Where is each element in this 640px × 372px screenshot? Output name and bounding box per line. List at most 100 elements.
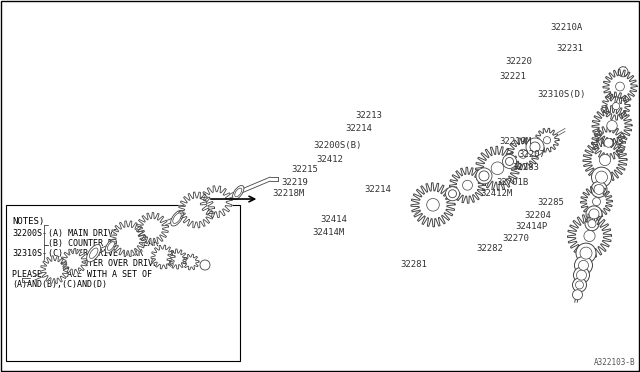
Polygon shape (507, 138, 539, 170)
Circle shape (573, 290, 582, 300)
Circle shape (526, 138, 544, 156)
Polygon shape (602, 92, 630, 120)
Text: 32310S(D): 32310S(D) (538, 90, 586, 99)
Circle shape (506, 157, 513, 166)
Polygon shape (411, 183, 455, 227)
Ellipse shape (232, 186, 244, 199)
Text: 32214: 32214 (346, 124, 372, 133)
Text: 32285: 32285 (538, 198, 564, 207)
Text: (A) MAIN DRIVE GEAR: (A) MAIN DRIVE GEAR (49, 229, 143, 238)
Circle shape (575, 281, 584, 289)
Text: 32270: 32270 (502, 234, 529, 243)
Circle shape (476, 168, 492, 184)
Circle shape (573, 267, 589, 283)
Polygon shape (167, 249, 187, 269)
Polygon shape (61, 248, 87, 275)
Circle shape (491, 162, 504, 174)
Text: 32207: 32207 (518, 150, 545, 159)
Circle shape (604, 138, 613, 147)
Text: 32310S-: 32310S- (12, 248, 47, 257)
Circle shape (612, 103, 620, 110)
Circle shape (589, 209, 599, 219)
Text: 32414P: 32414P (515, 222, 547, 231)
Text: 32213: 32213 (355, 111, 382, 120)
Text: 32220: 32220 (506, 57, 532, 66)
Text: 32414M: 32414M (312, 228, 344, 237)
Text: (B) COUNTER DRIVE GEAR: (B) COUNTER DRIVE GEAR (49, 238, 159, 248)
Polygon shape (151, 245, 175, 269)
Text: A322103-B: A322103-B (593, 358, 635, 367)
Text: 32219M: 32219M (499, 137, 531, 146)
Text: 32282: 32282 (477, 244, 504, 253)
Circle shape (591, 167, 611, 187)
Circle shape (586, 206, 602, 222)
Polygon shape (183, 254, 199, 270)
Circle shape (445, 187, 460, 201)
Polygon shape (110, 221, 146, 257)
Circle shape (579, 260, 589, 270)
Circle shape (575, 256, 593, 275)
Polygon shape (476, 146, 520, 190)
Text: PLEASE REPLACE WITH A SET OF: PLEASE REPLACE WITH A SET OF (12, 270, 152, 279)
Ellipse shape (86, 244, 100, 262)
Polygon shape (535, 128, 559, 152)
Ellipse shape (173, 213, 181, 224)
Circle shape (449, 190, 456, 198)
Polygon shape (591, 126, 625, 160)
Polygon shape (580, 186, 612, 218)
Polygon shape (179, 192, 214, 228)
Circle shape (543, 137, 550, 144)
Text: 32414: 32414 (320, 215, 347, 224)
Circle shape (594, 185, 604, 195)
Circle shape (607, 121, 617, 131)
Polygon shape (200, 186, 232, 218)
Circle shape (591, 182, 607, 198)
Circle shape (585, 217, 599, 231)
Text: (A)AND(B),(C)AND(D): (A)AND(B),(C)AND(D) (12, 280, 108, 289)
Circle shape (616, 82, 625, 91)
Ellipse shape (90, 248, 98, 259)
Text: 32701B: 32701B (496, 178, 528, 187)
Text: 32412: 32412 (317, 155, 344, 164)
Circle shape (600, 154, 611, 166)
Circle shape (588, 220, 596, 228)
Circle shape (427, 199, 439, 211)
Polygon shape (136, 212, 168, 244)
Text: 32219: 32219 (282, 178, 308, 187)
Ellipse shape (171, 211, 183, 226)
Circle shape (573, 278, 586, 292)
Circle shape (200, 260, 210, 270)
Circle shape (580, 247, 592, 259)
Circle shape (518, 149, 527, 158)
Text: 32200S(B): 32200S(B) (314, 141, 362, 150)
Circle shape (463, 180, 472, 190)
Text: 32231: 32231 (557, 44, 584, 53)
Circle shape (502, 154, 516, 169)
Text: 32281: 32281 (400, 260, 427, 269)
Ellipse shape (105, 239, 116, 253)
Circle shape (595, 171, 607, 183)
Polygon shape (603, 70, 637, 103)
Polygon shape (592, 106, 632, 146)
Circle shape (593, 198, 600, 206)
Circle shape (577, 270, 586, 280)
Text: 32221: 32221 (499, 72, 526, 81)
Bar (6, 205, 240, 361)
Text: (D) COUNTER OVER DRIVE GEAR: (D) COUNTER OVER DRIVE GEAR (49, 259, 184, 267)
Circle shape (530, 142, 540, 152)
Text: 32412M: 32412M (480, 189, 512, 198)
Polygon shape (449, 167, 486, 203)
Text: 32210A: 32210A (550, 23, 582, 32)
Text: 32200S-: 32200S- (12, 229, 47, 238)
Circle shape (479, 171, 489, 181)
Ellipse shape (235, 188, 242, 197)
Text: NOTES): NOTES) (12, 217, 45, 225)
Text: 32204: 32204 (525, 211, 552, 220)
Text: 32283: 32283 (512, 163, 539, 172)
Ellipse shape (108, 242, 115, 250)
Text: 32218M: 32218M (272, 189, 304, 198)
Circle shape (584, 230, 595, 241)
Text: (C) OVER DRIVE GEAR: (C) OVER DRIVE GEAR (49, 248, 143, 257)
Circle shape (618, 67, 628, 77)
Circle shape (576, 243, 596, 263)
